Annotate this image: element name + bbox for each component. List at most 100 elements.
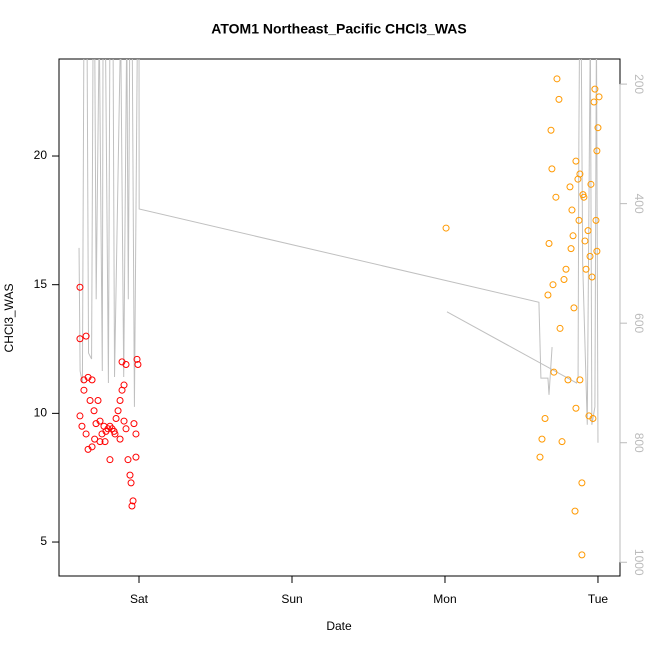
point [86, 396, 94, 404]
point [544, 291, 552, 299]
point [130, 420, 138, 428]
point [88, 443, 96, 451]
y-tick-label: 5 [40, 534, 47, 548]
point [90, 407, 98, 415]
y2-tick-label: 800 [632, 433, 646, 453]
point [111, 430, 119, 438]
point [129, 497, 137, 505]
point [576, 170, 584, 178]
point [82, 332, 90, 340]
point [556, 324, 564, 332]
point [590, 98, 598, 106]
point [581, 237, 589, 245]
point [575, 216, 583, 224]
point [553, 75, 561, 83]
y2-tick-label: 200 [632, 74, 646, 94]
point [594, 124, 602, 132]
point [564, 376, 572, 384]
point [549, 281, 557, 289]
point [96, 417, 104, 425]
point [116, 396, 124, 404]
point [122, 360, 130, 368]
point [94, 396, 102, 404]
point [580, 193, 588, 201]
point [76, 335, 84, 343]
x-tick-label: Sun [281, 592, 302, 606]
point [78, 422, 86, 430]
y-tick-label: 20 [34, 148, 48, 162]
point [576, 376, 584, 384]
point [124, 456, 132, 464]
point [589, 415, 597, 423]
point [538, 435, 546, 443]
point [106, 456, 114, 464]
point [550, 368, 558, 376]
chart-title: ATOM1 Northeast_Pacific CHCl3_WAS [211, 21, 466, 37]
point [536, 453, 544, 461]
point [586, 252, 594, 260]
x-tick-label: Tue [588, 592, 609, 606]
x-tick-label: Mon [433, 592, 456, 606]
point [555, 95, 563, 103]
point [132, 430, 140, 438]
point [547, 126, 555, 134]
point [128, 502, 136, 510]
point [562, 265, 570, 273]
point [76, 412, 84, 420]
point [578, 479, 586, 487]
point [442, 224, 450, 232]
x-tick-label: Sat [130, 592, 149, 606]
point [566, 183, 574, 191]
point [126, 471, 134, 479]
point [560, 276, 568, 284]
point [568, 206, 576, 214]
point [552, 193, 560, 201]
point [122, 425, 130, 433]
point [572, 157, 580, 165]
point [567, 245, 575, 253]
point [545, 240, 553, 248]
point [548, 165, 556, 173]
y-axis-label: CHCl3_WAS [2, 284, 16, 353]
point [578, 551, 586, 559]
point [584, 227, 592, 235]
y-tick-label: 10 [34, 406, 48, 420]
point [101, 438, 109, 446]
y2-tick-label: 1000 [632, 549, 646, 576]
point [582, 265, 590, 273]
point [114, 407, 122, 415]
point [587, 180, 595, 188]
point [570, 304, 578, 312]
x-axis-label: Date [326, 619, 352, 633]
point [88, 376, 96, 384]
point [593, 147, 601, 155]
point [571, 507, 579, 515]
point [76, 283, 84, 291]
y2-tick-label: 600 [632, 313, 646, 333]
point [588, 273, 596, 281]
point [127, 479, 135, 487]
point [592, 216, 600, 224]
point [120, 381, 128, 389]
point [134, 360, 142, 368]
point [558, 438, 566, 446]
point [120, 417, 128, 425]
point [116, 435, 124, 443]
y-tick-label: 15 [34, 277, 48, 291]
point [132, 453, 140, 461]
point [82, 430, 90, 438]
point [541, 415, 549, 423]
point [569, 232, 577, 240]
y2-tick-label: 400 [632, 194, 646, 214]
point [80, 386, 88, 394]
point [572, 404, 580, 412]
point [96, 438, 104, 446]
point [593, 247, 601, 255]
point [595, 93, 603, 101]
point [112, 415, 120, 423]
point [591, 85, 599, 93]
plot-area [76, 59, 603, 559]
